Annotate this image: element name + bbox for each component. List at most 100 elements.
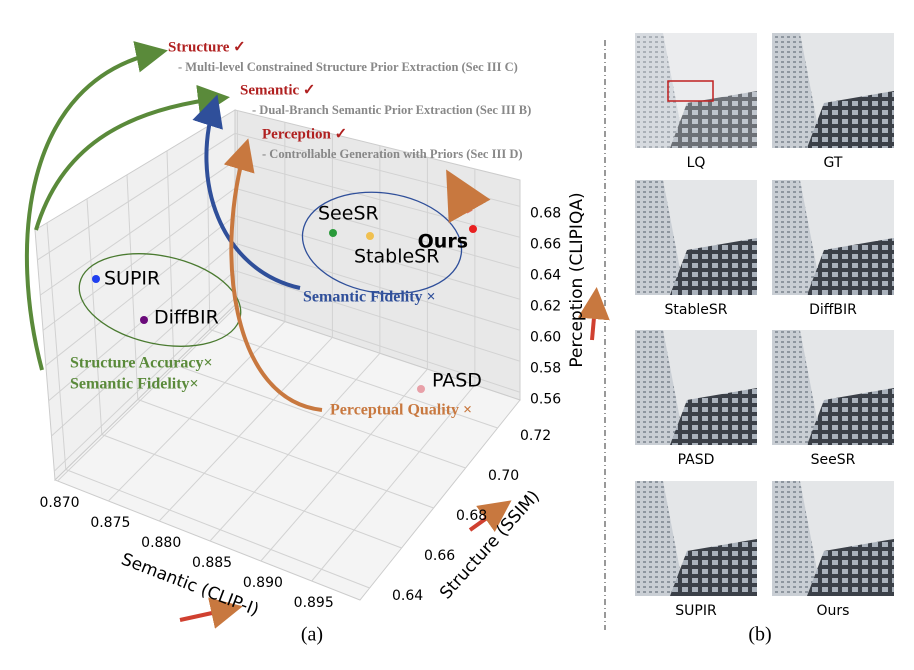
tower	[635, 330, 685, 445]
image-thumbnail	[635, 330, 757, 445]
zoom-box	[667, 80, 714, 102]
image-caption: SUPIR	[675, 603, 717, 619]
arrow	[24, 41, 168, 371]
building	[670, 238, 757, 295]
arrow	[446, 169, 491, 224]
grid-line	[108, 321, 286, 502]
data-point	[366, 232, 374, 240]
annotation-subtitle: - Dual-Branch Semantic Prior Extraction …	[252, 103, 531, 117]
z-axis-label: Perception (CLIPIQA)	[567, 192, 587, 367]
image-thumbnail	[635, 481, 757, 596]
image-thumbnail	[635, 33, 757, 148]
point-label: SUPIR	[104, 268, 160, 290]
building	[670, 388, 757, 445]
point-label: SeeSR	[318, 203, 379, 225]
grid-line	[37, 132, 236, 261]
grid-line	[234, 242, 521, 331]
arrow	[223, 138, 323, 412]
z-tick-label: 0.56	[530, 391, 561, 407]
building	[670, 91, 757, 148]
grid-line	[234, 160, 521, 238]
tower	[772, 180, 822, 295]
annotation-title: Perception ✓	[262, 126, 347, 142]
data-point	[329, 229, 337, 237]
data-point	[417, 385, 425, 393]
grid-line	[234, 187, 521, 269]
annotation-subtitle: - Controllable Generation with Priors (S…	[262, 147, 523, 161]
data-point	[140, 316, 148, 324]
point-label: DiffBIR	[154, 307, 219, 329]
z-tick-label: 0.62	[530, 298, 561, 314]
x-tick-label: 0.870	[39, 495, 79, 511]
z-tick-label: 0.66	[530, 236, 561, 252]
x-axis-label: Semantic (CLIP-I)	[118, 550, 261, 621]
arrow	[192, 94, 301, 290]
panel-caption: (a)	[301, 624, 323, 646]
grid-line	[126, 174, 139, 400]
grid-line	[46, 222, 67, 470]
grid-line	[137, 399, 434, 509]
x-tick-label: 0.885	[192, 555, 232, 571]
image-caption: GT	[824, 155, 843, 171]
building	[807, 238, 894, 295]
failure-label: Semantic Fidelity ×	[303, 289, 436, 306]
failure-label: Semantic Fidelity×	[70, 376, 199, 393]
image-thumbnail	[772, 481, 894, 596]
arrow	[577, 287, 610, 341]
building	[807, 91, 894, 148]
grid-line	[51, 270, 236, 437]
panel-caption: (b)	[748, 624, 771, 646]
tower	[635, 180, 685, 295]
failure-label: Perceptual Quality ×	[330, 402, 472, 419]
tower	[772, 481, 822, 596]
z-tick-label: 0.64	[530, 267, 561, 283]
z-tick-label: 0.58	[530, 360, 561, 376]
y-tick-label: 0.66	[424, 548, 455, 564]
arrow	[179, 597, 243, 629]
grid-line	[45, 215, 236, 366]
grid-line	[65, 469, 370, 589]
image-caption: DiffBIR	[809, 302, 857, 318]
grid-line	[53, 297, 236, 472]
data-point	[469, 225, 477, 233]
building	[807, 539, 894, 596]
annotation-title: Structure ✓	[168, 39, 246, 55]
arrow	[468, 500, 512, 532]
z-tick-label: 0.60	[530, 329, 561, 345]
grid-line	[57, 305, 238, 482]
y-tick-label: 0.70	[488, 468, 519, 484]
y-tick-label: 0.64	[392, 588, 423, 604]
image-thumbnail	[772, 33, 894, 148]
annotation-subtitle: - Multi-level Constrained Structure Prio…	[178, 60, 518, 74]
image-caption: Ours	[817, 603, 850, 619]
grid-line	[234, 215, 521, 300]
image-caption: LQ	[687, 155, 706, 171]
image-caption: StableSR	[665, 302, 728, 318]
arrow	[34, 84, 230, 231]
image-caption: PASD	[678, 452, 715, 468]
building	[807, 388, 894, 445]
image-thumbnail	[635, 180, 757, 295]
tower	[772, 33, 822, 148]
building	[670, 539, 757, 596]
x-tick-label: 0.895	[294, 595, 334, 611]
annotation-title: Semantic ✓	[240, 82, 315, 98]
y-tick-label: 0.72	[520, 428, 551, 444]
grid-line	[39, 160, 236, 296]
grid-line	[311, 384, 476, 582]
tower	[635, 481, 685, 596]
y-tick-label: 0.68	[456, 508, 487, 524]
grid-line	[173, 364, 466, 469]
image-caption: SeeSR	[811, 452, 856, 468]
cluster-ellipse	[301, 191, 463, 295]
point-label: PASD	[432, 370, 482, 392]
grid-line	[158, 337, 333, 522]
x-tick-label: 0.875	[90, 515, 130, 531]
tower	[772, 330, 822, 445]
grid-line	[42, 187, 236, 331]
tower	[635, 33, 685, 148]
point-label: StableSR	[354, 246, 439, 268]
grid-line	[209, 352, 381, 542]
x-tick-label: 0.890	[243, 575, 283, 591]
